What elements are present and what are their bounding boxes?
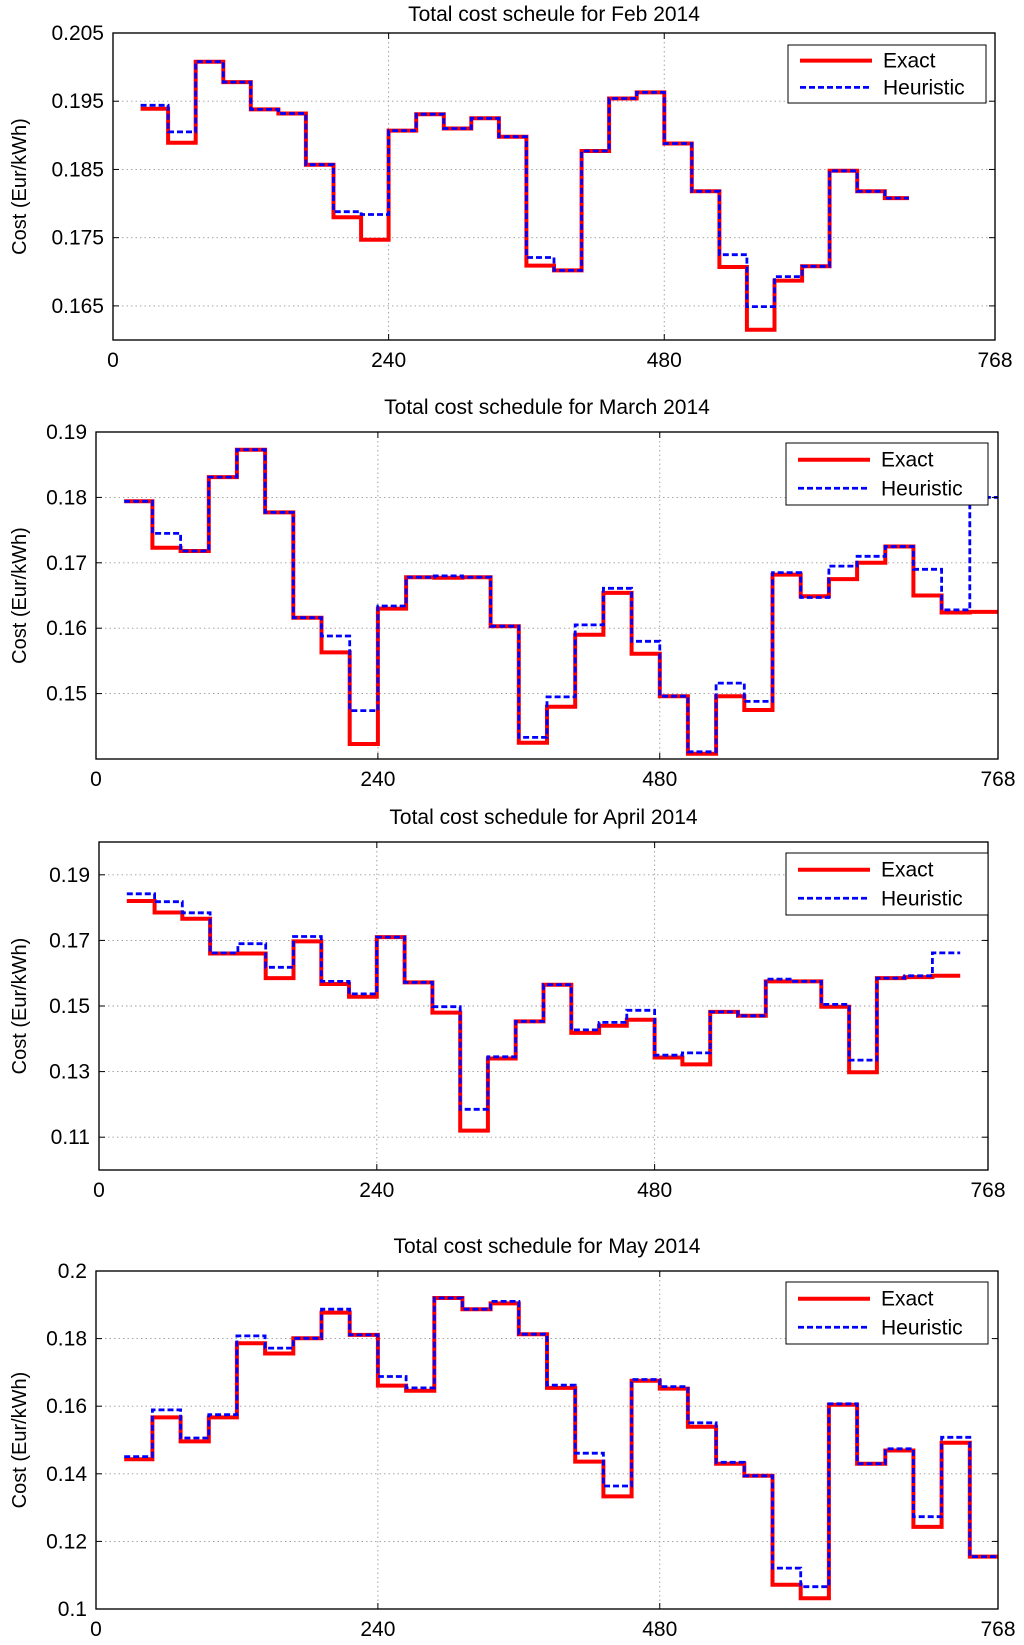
y-axis-label: Cost (Eur/kWh)	[9, 118, 31, 255]
x-tick-label: 768	[977, 349, 1012, 372]
x-tick-label: 0	[93, 1179, 105, 1202]
y-tick-label: 0.175	[51, 227, 104, 250]
chart-title: Total cost scheule for Feb 2014	[408, 3, 700, 26]
x-tick-label: 768	[980, 1618, 1015, 1641]
y-tick-label: 0.13	[49, 1061, 90, 1084]
legend-label-heuristic: Heuristic	[881, 477, 963, 500]
y-tick-label: 0.185	[51, 158, 104, 181]
y-axis-label: Cost (Eur/kWh)	[9, 1372, 31, 1509]
chart-panel-2: 0 240 480 768 0.15 0.16 0.17 0.18 0.19 Total cost…	[9, 396, 1016, 791]
axes-frame	[95, 431, 999, 760]
x-tick-label: 480	[637, 1179, 672, 1202]
y-tick-label: 0.1	[58, 1598, 87, 1621]
y-tick-label: 0.2	[58, 1260, 87, 1283]
x-tick-label: 240	[371, 349, 406, 372]
y-tick-label: 0.18	[46, 486, 87, 509]
chart-title: Total cost schedule for May 2014	[393, 1235, 700, 1258]
legend-box	[785, 1281, 989, 1345]
legend-label-heuristic: Heuristic	[881, 887, 963, 910]
legend-label-exact: Exact	[883, 50, 936, 73]
y-tick-label: 0.12	[46, 1530, 87, 1553]
legend-label-exact: Exact	[881, 449, 934, 472]
x-tick-label: 240	[360, 1618, 395, 1641]
series-line-exact	[124, 1296, 998, 1601]
y-tick-label: 0.205	[51, 22, 104, 45]
series-line-heuristic	[124, 1296, 998, 1589]
chart-panel-4: 0 240 480 768 0.1 0.12 0.14 0.16 0.18 0.2 Total co…	[9, 1235, 1016, 1641]
x-tick-label: 0	[107, 349, 119, 372]
axes-frame	[95, 1270, 999, 1610]
legend-label-heuristic: Heuristic	[883, 76, 965, 99]
legend-box	[785, 852, 989, 916]
series-line-heuristic	[140, 60, 909, 308]
x-tick-label: 480	[642, 768, 677, 791]
legend-label-exact: Exact	[881, 1288, 934, 1311]
y-tick-label: 0.18	[46, 1328, 87, 1351]
x-tick-label: 240	[359, 1179, 394, 1202]
y-tick-label: 0.17	[46, 552, 87, 575]
y-tick-label: 0.15	[46, 683, 87, 706]
y-tick-label: 0.16	[46, 1395, 87, 1418]
legend: Exact Heuristic	[785, 1281, 989, 1345]
chart-panel-1: 0 240 480 768 0.165 0.175 0.185 0.195 0.205 Total…	[9, 3, 1013, 372]
x-tick-label: 768	[970, 1179, 1005, 1202]
series-line-heuristic	[124, 448, 998, 754]
x-tick-label: 480	[642, 1618, 677, 1641]
y-tick-label: 0.195	[51, 90, 104, 113]
x-tick-label: 240	[360, 768, 395, 791]
chart-title: Total cost schedule for March 2014	[384, 396, 710, 419]
series-line-exact	[124, 447, 998, 756]
x-tick-label: 480	[647, 349, 682, 372]
y-axis-label: Cost (Eur/kWh)	[9, 527, 31, 664]
legend: Exact Heuristic	[785, 442, 989, 506]
series-line-heuristic	[126, 892, 961, 1111]
legend-label-exact: Exact	[881, 859, 934, 882]
x-tick-label: 0	[90, 768, 102, 791]
y-tick-label: 0.17	[49, 929, 90, 952]
y-tick-label: 0.19	[46, 421, 87, 444]
chart-panel-3: 0 240 480 768 0.11 0.13 0.15 0.17 0.19 Total cost…	[9, 806, 1006, 1202]
legend-box	[785, 442, 989, 506]
axes-frame	[112, 32, 996, 341]
y-tick-label: 0.11	[51, 1126, 90, 1149]
y-axis-label: Cost (Eur/kWh)	[9, 938, 31, 1075]
legend-box	[787, 44, 987, 104]
y-tick-label: 0.19	[49, 864, 90, 887]
legend: Exact Heuristic	[787, 44, 987, 104]
x-tick-label: 0	[90, 1618, 102, 1641]
x-tick-label: 768	[980, 768, 1015, 791]
legend: Exact Heuristic	[785, 852, 989, 916]
chart-title: Total cost schedule for April 2014	[389, 806, 698, 829]
y-tick-label: 0.16	[46, 617, 87, 640]
y-tick-label: 0.165	[51, 295, 104, 318]
legend-label-heuristic: Heuristic	[881, 1316, 963, 1339]
y-tick-label: 0.14	[46, 1463, 87, 1486]
y-tick-label: 0.15	[49, 995, 90, 1018]
